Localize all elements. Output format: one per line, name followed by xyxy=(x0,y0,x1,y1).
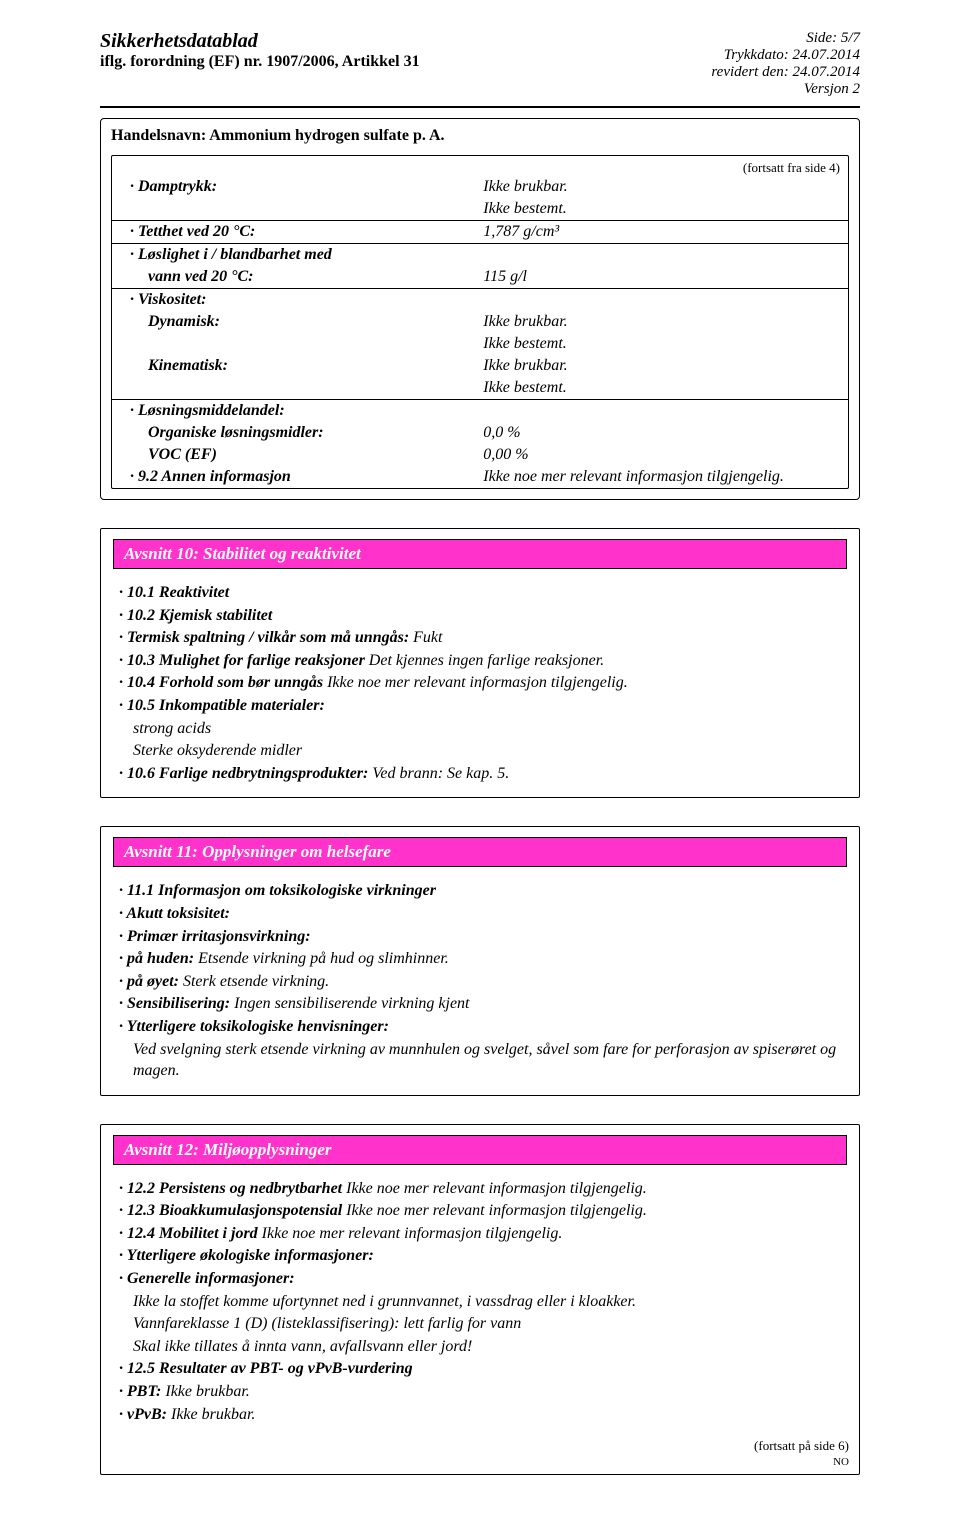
s12-ytterligere-okologiske: Ytterligere økologiske informasjoner: xyxy=(119,1247,374,1264)
continued-next-note: (fortsatt på side 6) xyxy=(101,1438,859,1456)
s10-forhold-label: 10.4 Forhold som bør unngås xyxy=(119,674,323,691)
s11-akutt-toksisitet: Akutt toksisitet: xyxy=(119,905,230,922)
voc-value: 0,00 % xyxy=(465,444,848,466)
s11-sensibilisering-value: Ingen sensibiliserende virkning kjent xyxy=(230,995,469,1012)
section-11-body: 11.1 Informasjon om toksikologiske virkn… xyxy=(101,873,859,1094)
physical-data-table: Damptrykk: Ikke brukbar. Ikke bestemt. T… xyxy=(112,176,848,488)
visk-kinematisk-value-1: Ikke brukbar. xyxy=(465,355,848,377)
tetthet-value: 1,787 g/cm³ xyxy=(465,221,848,244)
s11-toks-virkninger: 11.1 Informasjon om toksikologiske virkn… xyxy=(119,882,436,899)
s12-vpvb-label: vPvB: xyxy=(119,1406,167,1423)
voc-label: VOC (EF) xyxy=(130,446,217,464)
section-10-body: 10.1 Reaktivitet 10.2 Kjemisk stabilitet… xyxy=(101,575,859,797)
s12-bioakk-label: 12.3 Bioakkumulasjonspotensial xyxy=(119,1202,342,1219)
trade-name-box: Handelsnavn: Ammonium hydrogen sulfate p… xyxy=(100,118,860,500)
s10-farlige-reaksjoner-value: Det kjennes ingen farlige reaksjoner. xyxy=(365,652,604,669)
s12-innta-vann: Skal ikke tillates å innta vann, avfalls… xyxy=(119,1336,841,1358)
visk-dynamisk-value-1: Ikke brukbar. xyxy=(465,311,848,333)
s12-pbt-value: Ikke brukbar. xyxy=(161,1383,249,1400)
annen-info-value: Ikke noe mer relevant informasjon tilgje… xyxy=(465,466,848,488)
s12-generelle-info: Generelle informasjoner: xyxy=(119,1270,295,1287)
damptrykk-label: Damptrykk: xyxy=(130,178,217,195)
losningsmiddel-label: Løsningsmiddelandel: xyxy=(130,402,285,419)
s12-grunnvann: Ikke la stoffet komme ufortynnet ned i g… xyxy=(119,1291,841,1313)
s10-nedbrytning-value: Ved brann: Se kap. 5. xyxy=(368,765,509,782)
s12-mobilitet-value: Ikke noe mer relevant informasjon tilgje… xyxy=(258,1225,563,1242)
visk-dynamisk-value-2: Ikke bestemt. xyxy=(465,333,848,355)
section-11-box: Avsnitt 11: Opplysninger om helsefare 11… xyxy=(100,826,860,1095)
version: Versjon 2 xyxy=(711,81,860,98)
continued-from-note: (fortsatt fra side 4) xyxy=(112,156,848,176)
s11-huden-label: på huden: xyxy=(119,950,194,967)
doc-title: Sikkerhetsdatablad xyxy=(100,30,420,53)
s12-persistens-value: Ikke noe mer relevant informasjon tilgje… xyxy=(342,1180,647,1197)
s10-kjemisk-stabilitet: 10.2 Kjemisk stabilitet xyxy=(119,607,272,624)
section-12-header: Avsnitt 12: Miljøopplysninger xyxy=(113,1135,847,1165)
organiske-value: 0,0 % xyxy=(465,422,848,444)
s10-termisk-label: Termisk spaltning / vilkår som må unngås… xyxy=(119,629,409,646)
s12-vannfareklasse: Vannfareklasse 1 (D) (listeklassifiserin… xyxy=(119,1313,841,1335)
s10-inkompatible-label: 10.5 Inkompatible materialer: xyxy=(119,697,325,714)
page-indicator: Side: 5/7 xyxy=(711,30,860,47)
section-12-box: Avsnitt 12: Miljøopplysninger 12.2 Persi… xyxy=(100,1124,860,1476)
organiske-label: Organiske løsningsmidler: xyxy=(130,424,324,442)
s11-svelgning-text: Ved svelgning sterk etsende virkning av … xyxy=(119,1039,841,1082)
header-left: Sikkerhetsdatablad iflg. forordning (EF)… xyxy=(100,30,420,98)
s11-oyet-value: Sterk etsende virkning. xyxy=(179,973,329,990)
s12-mobilitet-label: 12.4 Mobilitet i jord xyxy=(119,1225,258,1242)
loslighet-label: Løslighet i / blandbarhet med xyxy=(130,246,332,263)
header-divider xyxy=(100,106,860,108)
tetthet-label: Tetthet ved 20 °C: xyxy=(130,223,255,240)
doc-subtitle: iflg. forordning (EF) nr. 1907/2006, Art… xyxy=(100,53,420,71)
loslighet-sub-label: vann ved 20 °C: xyxy=(130,268,254,286)
s11-primar-irritasjon: Primær irritasjonsvirkning: xyxy=(119,928,311,945)
visk-kinematisk-label: Kinematisk: xyxy=(130,357,228,375)
s12-vpvb-value: Ikke brukbar. xyxy=(167,1406,255,1423)
section-10-box: Avsnitt 10: Stabilitet og reaktivitet 10… xyxy=(100,528,860,798)
s12-persistens-label: 12.2 Persistens og nedbrytbarhet xyxy=(119,1180,342,1197)
s11-sensibilisering-label: Sensibilisering: xyxy=(119,995,230,1012)
viskositet-label: Viskositet: xyxy=(130,291,206,308)
s10-reaktivitet: 10.1 Reaktivitet xyxy=(119,584,229,601)
loslighet-value: 115 g/l xyxy=(465,266,848,289)
revised-date: revidert den: 24.07.2014 xyxy=(711,64,860,81)
s10-forhold-value: Ikke noe mer relevant informasjon tilgje… xyxy=(323,674,628,691)
print-date: Trykkdato: 24.07.2014 xyxy=(711,47,860,64)
s10-strong-acids: strong acids xyxy=(119,718,841,740)
section-12-body: 12.2 Persistens og nedbrytbarhet Ikke no… xyxy=(101,1171,859,1439)
s10-termisk-value: Fukt xyxy=(409,629,442,646)
header-right: Side: 5/7 Trykkdato: 24.07.2014 revidert… xyxy=(711,30,860,98)
s11-huden-value: Etsende virkning på hud og slimhinner. xyxy=(194,950,449,967)
document-header: Sikkerhetsdatablad iflg. forordning (EF)… xyxy=(100,30,860,98)
s10-farlige-reaksjoner-label: 10.3 Mulighet for farlige reaksjoner xyxy=(119,652,365,669)
section-10-header: Avsnitt 10: Stabilitet og reaktivitet xyxy=(113,539,847,569)
s11-oyet-label: på øyet: xyxy=(119,973,179,990)
s10-nedbrytning-label: 10.6 Farlige nedbrytningsprodukter: xyxy=(119,765,368,782)
visk-dynamisk-label: Dynamisk: xyxy=(130,313,220,331)
s10-sterke-oksyderende: Sterke oksyderende midler xyxy=(119,740,841,762)
visk-kinematisk-value-2: Ikke bestemt. xyxy=(465,377,848,400)
damptrykk-value-1: Ikke brukbar. xyxy=(465,176,848,198)
s12-pbt-label: PBT: xyxy=(119,1383,161,1400)
trade-name: Handelsnavn: Ammonium hydrogen sulfate p… xyxy=(111,127,849,145)
s12-pbt-vpvb-heading: 12.5 Resultater av PBT- og vPvB-vurderin… xyxy=(119,1360,413,1377)
damptrykk-value-2: Ikke bestemt. xyxy=(465,198,848,221)
s12-bioakk-value: Ikke noe mer relevant informasjon tilgje… xyxy=(342,1202,647,1219)
annen-info-label: 9.2 Annen informasjon xyxy=(130,468,291,485)
language-code: NO xyxy=(101,1456,859,1474)
s11-ytterligere-label: Ytterligere toksikologiske henvisninger: xyxy=(119,1018,389,1035)
physical-data-box: (fortsatt fra side 4) Damptrykk: Ikke br… xyxy=(111,155,849,489)
section-11-header: Avsnitt 11: Opplysninger om helsefare xyxy=(113,837,847,867)
